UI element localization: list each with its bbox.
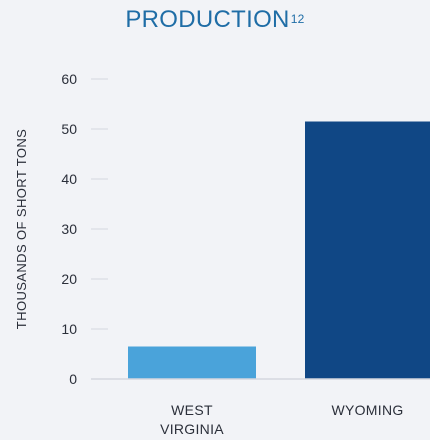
y-tick-label: 30 bbox=[61, 221, 77, 237]
y-tick-label: 50 bbox=[61, 121, 77, 137]
y-tick-label: 10 bbox=[61, 321, 77, 337]
chart-title-footnote: 12 bbox=[290, 12, 305, 26]
y-tick-label: 20 bbox=[61, 271, 77, 287]
y-axis-title: THOUSANDS OF SHORT TONS bbox=[14, 129, 29, 329]
bar-west-virginia bbox=[128, 346, 256, 379]
x-axis-categories: WEST VIRGINIA WYOMING bbox=[160, 402, 403, 437]
chart-title: PRODUCTION12 bbox=[0, 4, 430, 36]
bar-wyoming bbox=[305, 121, 430, 379]
y-axis-ticks: 0 10 20 30 40 50 60 bbox=[61, 71, 108, 387]
x-category-label: WEST VIRGINIA bbox=[160, 402, 224, 437]
y-tick-label: 40 bbox=[61, 171, 77, 187]
bars bbox=[128, 121, 430, 379]
chart-title-text: PRODUCTION bbox=[125, 6, 290, 33]
y-tick-label: 60 bbox=[61, 71, 77, 87]
x-category-label: WYOMING bbox=[331, 402, 403, 418]
y-tick-label: 0 bbox=[69, 371, 77, 387]
